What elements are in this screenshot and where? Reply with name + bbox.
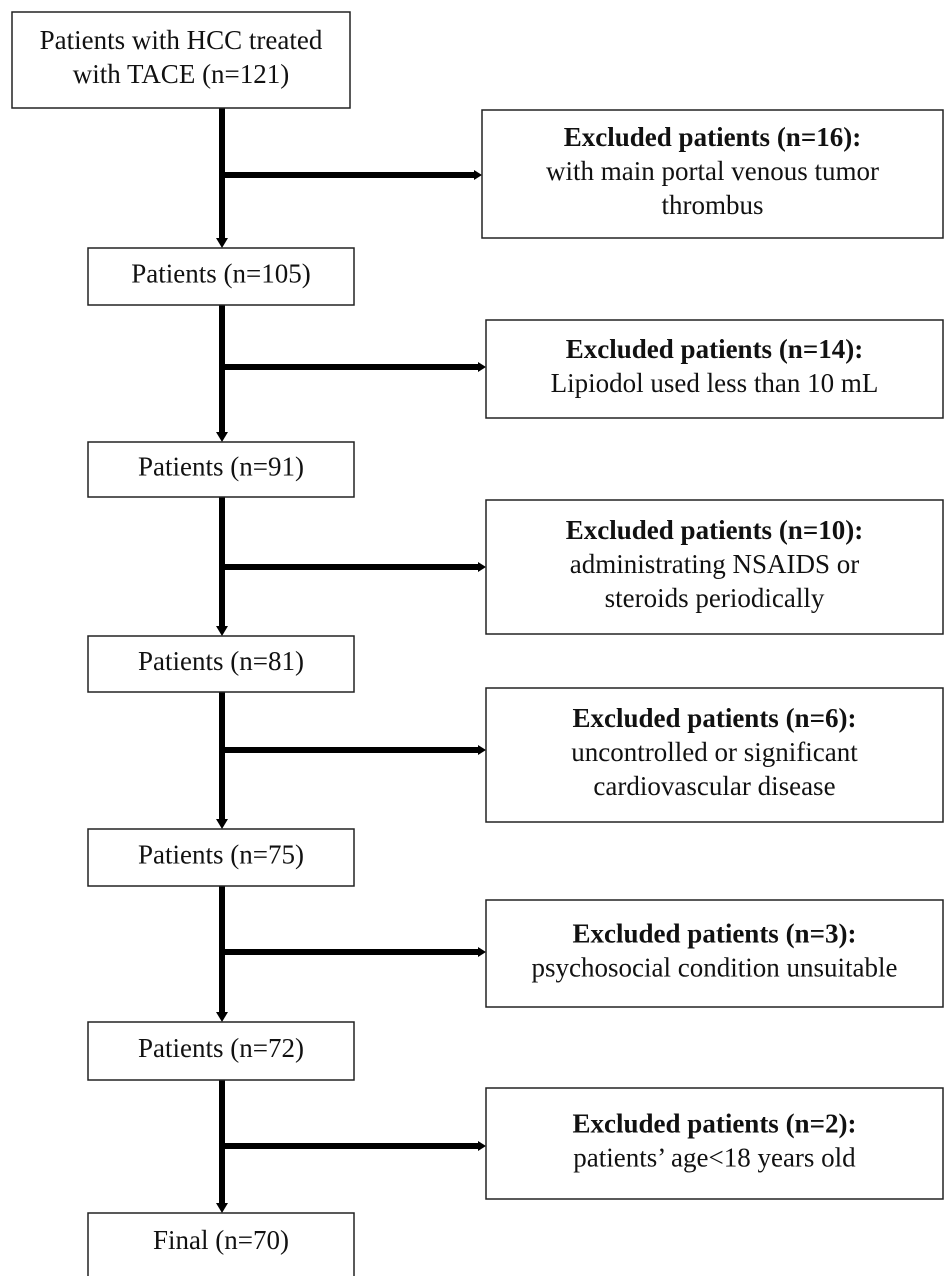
node-box (87, 441, 355, 498)
node-text: with TACE (n=121) (73, 59, 290, 89)
node-text: Patients (n=81) (138, 646, 304, 676)
node-text: Patients (n=72) (138, 1033, 304, 1063)
exclusion-text: patients’ age<18 years old (573, 1143, 856, 1173)
exclusion-title: Excluded patients (n=14): (566, 334, 863, 364)
exclusion-box (485, 1087, 944, 1200)
arrowhead (216, 819, 228, 829)
node-text: Patients (n=91) (138, 452, 304, 482)
node-box (87, 247, 355, 306)
arrowhead (216, 1203, 228, 1213)
node-box (87, 828, 355, 887)
exclusion-box (485, 499, 944, 635)
arrowhead (478, 1141, 486, 1151)
exclusion-title: Excluded patients (n=6): (573, 703, 857, 733)
arrowhead (216, 432, 228, 442)
exclusion-text: with main portal venous tumor (546, 156, 879, 186)
node-text: Patients (n=75) (138, 840, 304, 870)
exclusion-box (485, 899, 944, 1008)
node-text: Patients with HCC treated (40, 25, 323, 55)
exclusion-box (485, 319, 944, 419)
exclusion-box (485, 687, 944, 823)
exclusion-text: uncontrolled or significant (571, 737, 858, 767)
node-text: Patients (n=105) (131, 259, 310, 289)
exclusion-text: steroids periodically (605, 583, 825, 613)
exclusion-title: Excluded patients (n=2): (573, 1109, 857, 1139)
exclusion-box (481, 109, 944, 239)
arrowhead (478, 947, 486, 957)
node-box (87, 635, 355, 693)
arrowhead (216, 238, 228, 248)
node-text: Final (n=70) (153, 1225, 289, 1255)
exclusion-title: Excluded patients (n=3): (573, 919, 857, 949)
arrowhead (216, 626, 228, 636)
arrowhead (216, 1012, 228, 1022)
arrowhead (478, 562, 486, 572)
exclusion-title: Excluded patients (n=16): (564, 122, 861, 152)
arrowhead (478, 362, 486, 372)
exclusion-text: psychosocial condition unsuitable (532, 953, 898, 983)
exclusion-text: thrombus (661, 190, 763, 220)
node-box (87, 1212, 355, 1276)
node-box (11, 11, 351, 109)
exclusion-title: Excluded patients (n=10): (566, 515, 863, 545)
arrowhead (478, 745, 486, 755)
exclusion-text: administrating NSAIDS or (570, 549, 860, 579)
exclusion-text: cardiovascular disease (593, 771, 835, 801)
node-box (87, 1021, 355, 1081)
arrowhead (474, 170, 482, 180)
exclusion-text: Lipiodol used less than 10 mL (551, 368, 879, 398)
